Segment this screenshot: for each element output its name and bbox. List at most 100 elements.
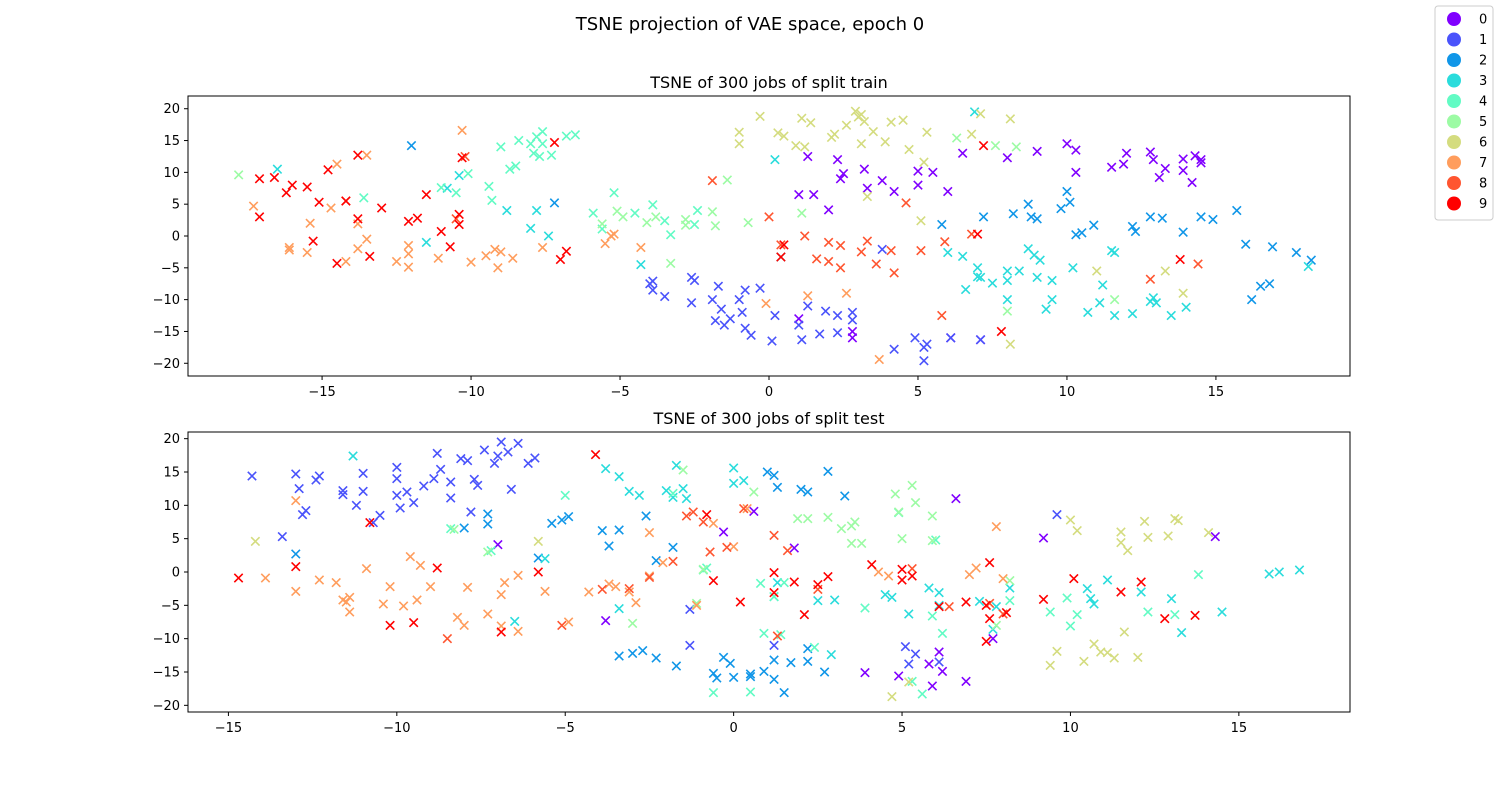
point-marker-class-9 (364, 251, 375, 262)
point-marker-class-1 (469, 474, 480, 485)
point-marker-class-9 (314, 197, 324, 208)
point-marker-class-7 (457, 125, 467, 136)
point-marker-class-3 (681, 493, 692, 504)
point-marker-class-3 (974, 596, 985, 607)
point-marker-class-6 (919, 157, 929, 167)
point-marker-class-1 (432, 448, 443, 459)
point-marker-class-6 (975, 109, 986, 119)
point-marker-class-0 (1196, 158, 1206, 168)
point-marker-class-4 (759, 628, 769, 639)
y-tick-label: −10 (153, 293, 180, 308)
point-marker-class-2 (769, 655, 779, 665)
point-marker-class-6 (859, 116, 870, 127)
point-marker-class-7 (802, 291, 813, 301)
point-marker-class-3 (1294, 565, 1305, 575)
point-marker-class-2 (779, 687, 789, 698)
point-marker-class-3 (1089, 599, 1099, 609)
point-marker-class-3 (924, 583, 934, 593)
point-marker-class-0 (1160, 163, 1171, 174)
point-marker-class-0 (937, 666, 948, 677)
point-marker-class-3 (1303, 261, 1314, 272)
point-marker-class-7 (302, 247, 312, 258)
point-marker-class-2 (549, 198, 560, 208)
point-marker-class-4 (779, 577, 789, 588)
point-marker-class-2 (1306, 255, 1317, 265)
point-marker-class-7 (604, 579, 614, 589)
point-marker-class-6 (1173, 515, 1183, 526)
point-marker-class-6 (773, 128, 783, 138)
test-y-axis: −20 −15 −10 −5 0 5 10 15 20 (153, 432, 188, 714)
point-marker-class-4 (1045, 607, 1056, 617)
point-marker-class-3 (813, 595, 823, 606)
point-marker-class-3 (904, 609, 914, 619)
point-marker-class-6 (886, 117, 896, 127)
point-marker-class-0 (1118, 159, 1129, 169)
point-marker-class-4 (648, 200, 658, 210)
point-marker-class-1 (301, 505, 311, 516)
point-marker-class-2 (482, 519, 493, 529)
point-marker-class-7 (314, 575, 325, 585)
point-marker-class-4 (496, 142, 506, 152)
point-marker-class-4 (510, 161, 521, 171)
train-x-axis: −15 −10 −5 0 5 10 15 (308, 376, 1224, 400)
point-marker-class-5 (856, 538, 867, 549)
point-marker-class-1 (395, 503, 405, 513)
point-marker-class-6 (1005, 114, 1016, 124)
point-marker-class-6 (904, 144, 914, 155)
point-marker-class-4 (708, 687, 719, 698)
point-marker-class-0 (877, 175, 887, 186)
point-marker-class-8 (823, 256, 834, 267)
point-marker-class-0 (1038, 533, 1049, 543)
point-marker-class-2 (668, 542, 678, 553)
point-marker-class-7 (341, 597, 352, 607)
y-tick-label: −10 (153, 632, 180, 647)
point-marker-class-5 (897, 533, 907, 544)
point-marker-class-0 (718, 527, 729, 537)
point-marker-class-1 (725, 313, 736, 324)
point-marker-class-6 (1045, 660, 1056, 671)
point-marker-class-9 (981, 636, 992, 647)
point-marker-class-0 (988, 633, 998, 644)
y-tick-label: −5 (161, 599, 180, 614)
x-tick-label: −15 (308, 385, 335, 400)
point-marker-class-7 (284, 245, 295, 255)
point-marker-class-8 (871, 259, 882, 269)
point-marker-class-0 (823, 205, 834, 215)
point-marker-class-5 (691, 598, 702, 609)
point-marker-class-9 (813, 579, 823, 590)
y-tick-label: 10 (163, 166, 180, 181)
point-marker-class-5 (678, 465, 688, 475)
point-marker-class-3 (1032, 272, 1042, 283)
point-marker-class-0 (1002, 152, 1013, 163)
point-marker-class-3 (1068, 263, 1078, 273)
point-marker-class-0 (957, 148, 968, 159)
point-marker-class-9 (353, 214, 363, 224)
point-marker-class-7 (398, 601, 409, 611)
point-marker-class-1 (713, 281, 724, 292)
point-marker-class-9 (436, 226, 447, 237)
point-marker-class-0 (862, 183, 873, 194)
point-marker-class-3 (880, 589, 890, 600)
legend-label: 9 (1479, 197, 1487, 212)
point-marker-class-5 (893, 507, 904, 517)
point-marker-class-5 (927, 535, 938, 546)
point-marker-class-7 (403, 249, 414, 259)
point-marker-class-2 (1267, 242, 1278, 252)
point-marker-class-2 (1208, 214, 1218, 225)
point-marker-class-7 (636, 242, 646, 253)
point-marker-class-9 (457, 152, 467, 163)
point-marker-class-2 (482, 509, 493, 519)
point-marker-class-9 (981, 600, 992, 611)
point-marker-class-6 (922, 127, 932, 138)
point-marker-class-2 (641, 511, 651, 521)
point-marker-class-3 (960, 284, 971, 295)
point-marker-class-7 (452, 612, 463, 623)
point-marker-class-2 (937, 219, 947, 230)
legend-marker (1447, 32, 1461, 47)
point-marker-class-9 (412, 213, 423, 223)
point-marker-class-2 (1008, 208, 1019, 219)
point-marker-class-0 (1178, 165, 1188, 176)
point-marker-class-1 (734, 294, 744, 305)
point-marker-class-6 (1116, 527, 1126, 537)
point-marker-class-6 (1143, 532, 1153, 543)
